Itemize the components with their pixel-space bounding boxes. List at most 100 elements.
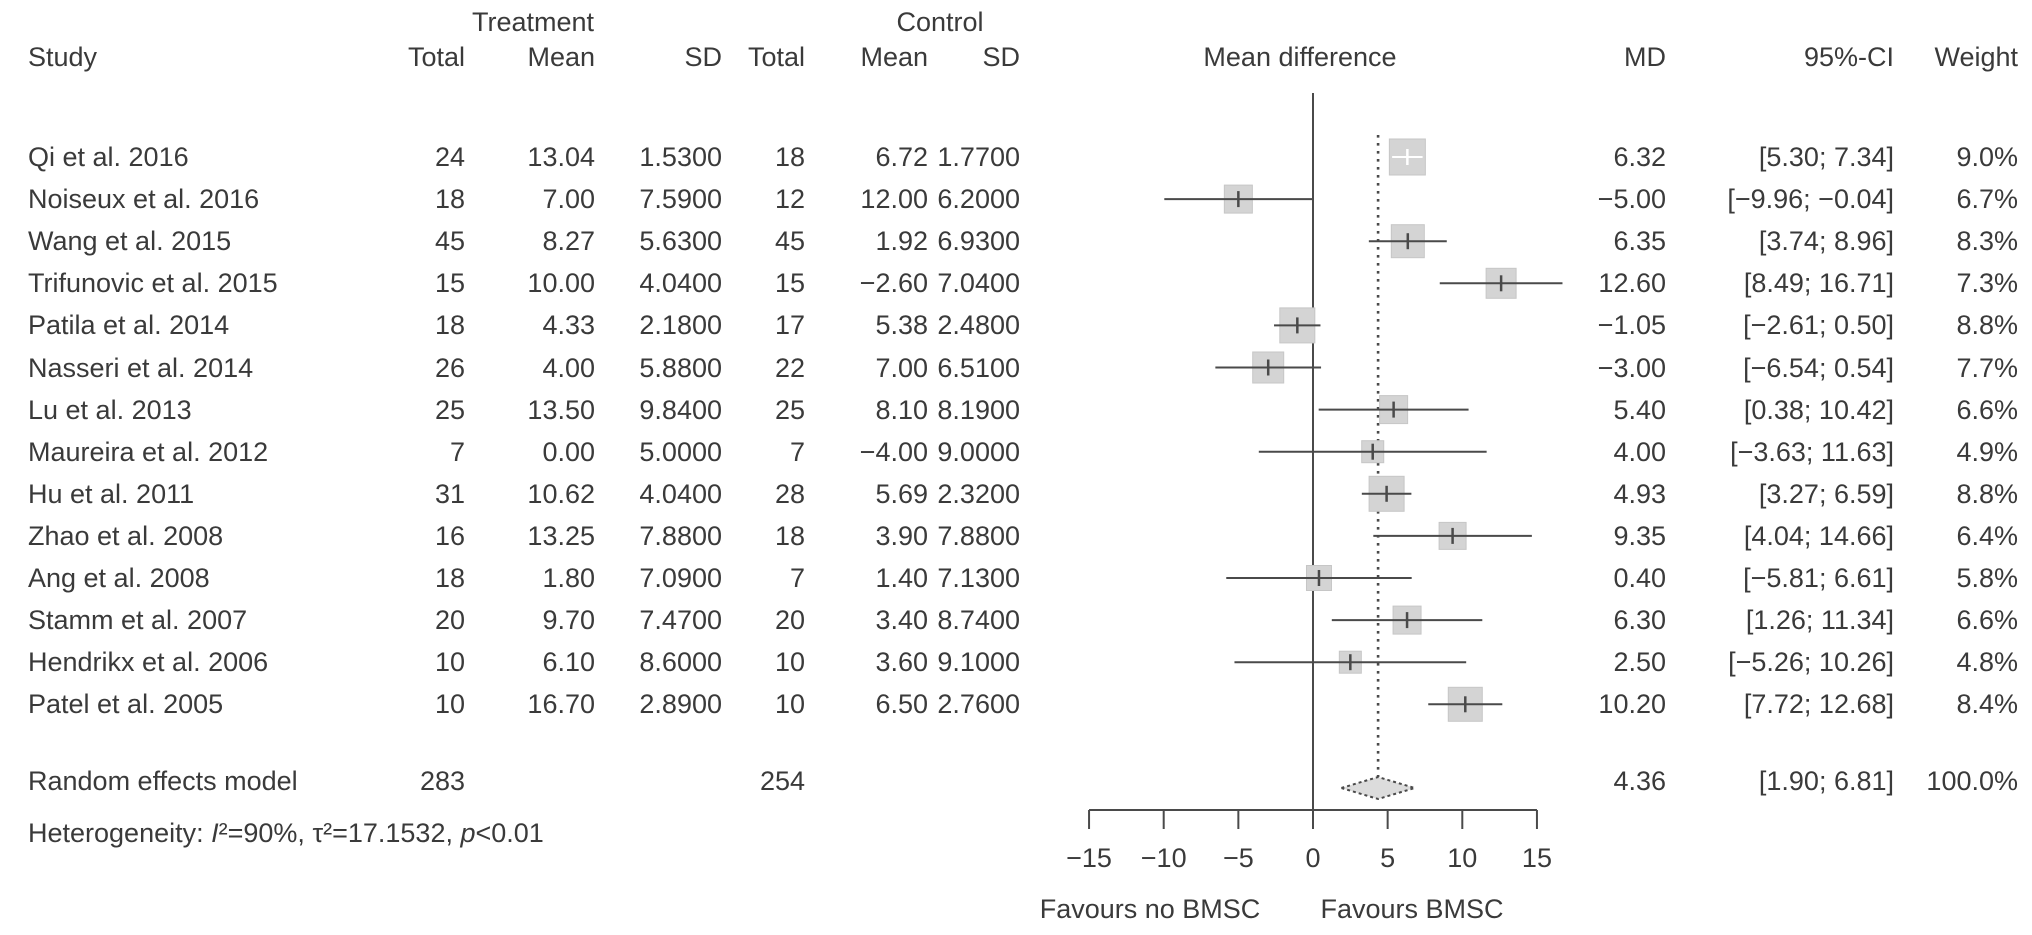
study-row: Patel et al. 2005 10 16.70 2.8900 10 6.50 2.76… xyxy=(0,683,2018,725)
control-total: 10 xyxy=(774,689,805,720)
control-sd: 9.0000 xyxy=(937,436,1020,467)
ci-value: [−5.26; 10.26] xyxy=(1728,647,1894,678)
md-value: −3.00 xyxy=(1597,352,1666,383)
weight-value: 6.4% xyxy=(1956,520,2018,551)
column-header-treatment-total: Total xyxy=(407,42,465,72)
weight-value: 6.7% xyxy=(1956,184,2018,215)
weight-value: 8.8% xyxy=(1956,310,2018,341)
weight-value: 7.3% xyxy=(1956,268,2018,299)
x-axis-tick-label: 5 xyxy=(1380,843,1395,873)
column-header-row: Study Total Mean SD Total Mean SD Mean d… xyxy=(0,36,2018,78)
ci-value: [−6.54; 0.54] xyxy=(1743,352,1894,383)
treatment-sd: 4.0400 xyxy=(639,268,722,299)
treatment-sd: 7.8800 xyxy=(639,520,722,551)
control-total: 28 xyxy=(774,478,805,509)
treatment-sd: 4.0400 xyxy=(639,478,722,509)
control-mean: 3.90 xyxy=(875,520,928,551)
treatment-total: 20 xyxy=(434,605,465,636)
control-total: 22 xyxy=(774,352,805,383)
column-header-control-total: Total xyxy=(747,42,805,72)
treatment-total: 18 xyxy=(434,310,465,341)
control-sd: 7.0400 xyxy=(937,268,1020,299)
md-value: 12.60 xyxy=(1598,268,1666,299)
ci-value: [0.38; 10.42] xyxy=(1743,394,1894,425)
group-header-treatment: Treatment xyxy=(471,7,595,37)
treatment-mean: 7.00 xyxy=(542,184,595,215)
treatment-sd: 2.1800 xyxy=(639,310,722,341)
study-row: Noiseux et al. 2016 18 7.00 7.5900 12 12.00 6.… xyxy=(0,178,2018,220)
control-mean: 6.50 xyxy=(875,689,928,720)
treatment-sd: 1.5300 xyxy=(639,142,722,172)
control-sd: 2.4800 xyxy=(937,310,1020,341)
heterogeneity-p-symbol: p xyxy=(460,818,476,848)
control-total: 45 xyxy=(774,226,805,257)
treatment-total: 18 xyxy=(434,563,465,593)
treatment-mean: 13.50 xyxy=(527,394,595,425)
treatment-sd: 2.8900 xyxy=(639,689,722,720)
study-name: Qi et al. 2016 xyxy=(28,142,189,172)
ci-value: [3.27; 6.59] xyxy=(1758,478,1894,509)
column-header-treatment-sd: SD xyxy=(684,42,722,72)
control-mean: 8.10 xyxy=(875,394,928,425)
treatment-total: 16 xyxy=(434,520,465,551)
control-total: 18 xyxy=(774,142,805,172)
column-header-md: MD xyxy=(1624,42,1666,72)
treatment-mean: 16.70 xyxy=(527,689,595,720)
weight-value: 8.3% xyxy=(1956,226,2018,257)
control-sd: 6.2000 xyxy=(937,184,1020,215)
group-header-control: Control xyxy=(896,7,984,37)
control-sd: 2.3200 xyxy=(937,478,1020,509)
weight-value: 5.8% xyxy=(1956,563,2018,593)
x-axis-tick-label: 0 xyxy=(1305,843,1320,873)
study-row: Zhao et al. 2008 16 13.25 7.8800 18 3.90 7.880… xyxy=(0,515,2018,557)
treatment-mean: 4.00 xyxy=(542,352,595,383)
ci-value: [−9.96; −0.04] xyxy=(1727,184,1894,215)
md-value: 10.20 xyxy=(1598,689,1666,720)
heterogeneity-i-symbol: I xyxy=(211,818,219,848)
study-row: Nasseri et al. 2014 26 4.00 5.8800 22 7.00 6.5… xyxy=(0,347,2018,389)
treatment-sd: 5.0000 xyxy=(639,436,722,467)
weight-value: 9.0% xyxy=(1956,142,2018,172)
ci-value: [8.49; 16.71] xyxy=(1743,268,1894,299)
weight-value: 4.9% xyxy=(1956,436,2018,467)
ci-value: [4.04; 14.66] xyxy=(1743,520,1894,551)
heterogeneity-i-value: ²=90%, xyxy=(218,818,313,848)
weight-value: 8.4% xyxy=(1956,689,2018,720)
study-row: Stamm et al. 2007 20 9.70 7.4700 20 3.40 8.740… xyxy=(0,599,2018,641)
summary-md-value: 4.36 xyxy=(1613,766,1666,796)
column-header-control-sd: SD xyxy=(982,42,1020,72)
treatment-sd: 7.4700 xyxy=(639,605,722,636)
forest-plot-svg: −15 −10 −5 0 5 10 15 Favours no BMSC Favours BMS… xyxy=(1040,93,1563,924)
treatment-sd: 5.8800 xyxy=(639,352,722,383)
control-sd: 9.1000 xyxy=(937,647,1020,678)
md-value: 0.40 xyxy=(1613,563,1666,593)
summary-diamond xyxy=(1337,775,1419,801)
control-sd: 7.8800 xyxy=(937,520,1020,551)
md-value: 6.32 xyxy=(1613,142,1666,172)
control-total: 10 xyxy=(774,647,805,678)
study-row: Lu et al. 2013 25 13.50 9.8400 25 8.10 8.1900 5… xyxy=(0,389,2018,431)
study-row: Hendrikx et al. 2006 10 6.10 8.6000 10 3.60 9.… xyxy=(0,641,2018,683)
treatment-mean: 10.62 xyxy=(527,478,595,509)
md-value: −5.00 xyxy=(1597,184,1666,215)
heterogeneity-note: Heterogeneity: I²=90%, τ²=17.1532, p<0.0… xyxy=(28,812,544,854)
treatment-mean: 13.25 xyxy=(527,520,595,551)
study-row: Patila et al. 2014 18 4.33 2.1800 17 5.38 2.48… xyxy=(0,304,2018,346)
control-mean: −2.60 xyxy=(859,268,928,299)
control-mean: 5.38 xyxy=(875,310,928,341)
md-value: 6.35 xyxy=(1613,226,1666,257)
ci-value: [−3.63; 11.63] xyxy=(1730,436,1894,467)
md-value: 6.30 xyxy=(1613,605,1666,636)
study-name: Trifunovic et al. 2015 xyxy=(28,268,278,299)
blank xyxy=(595,760,722,802)
treatment-total: 26 xyxy=(434,352,465,383)
study-name: Noiseux et al. 2016 xyxy=(28,184,260,215)
control-total: 7 xyxy=(789,436,805,467)
study-name: Ang et al. 2008 xyxy=(28,563,210,593)
summary-treatment-total: 283 xyxy=(419,766,465,796)
study-name: Stamm et al. 2007 xyxy=(28,605,248,636)
ci-value: [1.26; 11.34] xyxy=(1745,605,1894,636)
control-total: 7 xyxy=(789,563,805,593)
heterogeneity-tau-value: τ²=17.1532, xyxy=(312,818,461,848)
